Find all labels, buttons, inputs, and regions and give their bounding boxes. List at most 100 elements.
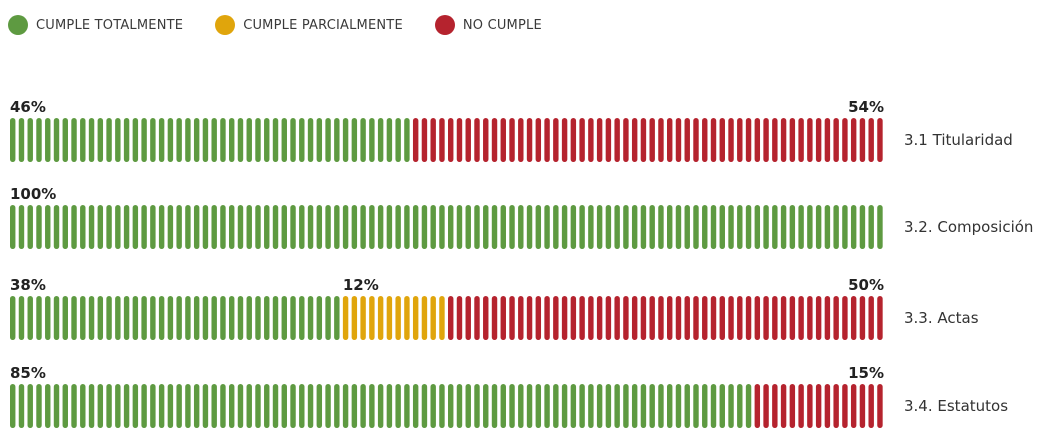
bar-unit	[439, 384, 445, 428]
bar-unit	[737, 118, 743, 162]
bar-unit	[123, 384, 130, 428]
bar-unit	[824, 205, 831, 249]
bar-unit	[500, 296, 506, 340]
bar-unit	[579, 384, 585, 428]
bar-unit	[185, 384, 191, 428]
bar-unit	[518, 205, 524, 249]
bar-unit	[71, 384, 77, 428]
bar-unit	[763, 296, 769, 340]
bar-unit	[675, 384, 682, 428]
bar-unit	[474, 296, 480, 340]
bar-unit	[97, 296, 104, 340]
bar-unit	[404, 384, 410, 428]
bar-unit	[412, 118, 419, 162]
bar-unit	[115, 384, 121, 428]
bar-unit	[544, 296, 550, 340]
bar-unit	[123, 118, 130, 162]
bar-unit	[307, 384, 314, 428]
legend: CUMPLE TOTALMENTE CUMPLE PARCIALMENTE NO…	[8, 14, 574, 36]
bar-unit	[780, 384, 787, 428]
bar-unit	[264, 296, 270, 340]
bar-unit	[631, 118, 638, 162]
bar-unit	[640, 205, 647, 249]
bar-unit	[702, 118, 708, 162]
bar-unit	[675, 205, 682, 249]
legend-swatch-red	[434, 15, 455, 35]
bar-unit	[693, 118, 699, 162]
bar-unit	[640, 118, 647, 162]
bar-unit	[237, 118, 244, 162]
bar-unit	[272, 205, 279, 249]
bar-unit	[614, 296, 620, 340]
bar-unit	[579, 205, 585, 249]
bar-unit	[710, 384, 717, 428]
bar-unit	[877, 296, 883, 340]
bar-unit	[658, 384, 664, 428]
bar-unit	[850, 205, 857, 249]
bar-unit	[798, 296, 804, 340]
bar-unit	[229, 384, 235, 428]
bar-unit	[281, 118, 287, 162]
bar-unit	[255, 205, 261, 249]
bar-unit	[430, 205, 436, 249]
bar-unit	[45, 384, 51, 428]
bar-unit	[45, 205, 51, 249]
bar-unit	[702, 384, 708, 428]
bar-unit	[106, 296, 112, 340]
bar-unit	[404, 118, 410, 162]
bar-unit	[483, 296, 489, 340]
bar-unit	[588, 118, 594, 162]
bar-unit	[509, 296, 515, 340]
bar-unit	[202, 296, 209, 340]
bar-unit	[439, 296, 445, 340]
bar-unit	[465, 205, 471, 249]
bar-unit	[649, 384, 655, 428]
bar-unit	[299, 296, 305, 340]
bar-unit	[18, 205, 25, 249]
bar-unit	[88, 296, 95, 340]
bar-unit	[439, 118, 445, 162]
bar-unit	[386, 384, 393, 428]
bar-unit	[167, 205, 174, 249]
legend-item-cumple-totalmente: CUMPLE TOTALMENTE	[8, 15, 183, 35]
bar-unit	[36, 118, 42, 162]
bar-unit	[526, 384, 533, 428]
bar-unit	[115, 205, 121, 249]
bar-unit	[316, 118, 323, 162]
bar-unit	[141, 384, 147, 428]
bar-unit	[448, 296, 454, 340]
chart-row: 38% 12% 50% 3.3. Actas	[10, 276, 979, 340]
bar-unit	[859, 384, 866, 428]
bar-unit	[141, 118, 147, 162]
row-label: 3.3. Actas	[904, 309, 979, 327]
bar-unit	[193, 296, 200, 340]
bar-unit	[859, 118, 866, 162]
bar-unit	[474, 205, 480, 249]
bar-unit	[763, 384, 769, 428]
bar-unit	[553, 296, 559, 340]
bar-unit	[132, 118, 139, 162]
data-label: 85%	[10, 364, 46, 382]
bar-unit	[500, 384, 506, 428]
bar-unit	[281, 384, 287, 428]
bar-unit	[264, 118, 270, 162]
bar-unit	[10, 118, 16, 162]
bar-unit	[334, 296, 340, 340]
bar-unit	[307, 296, 314, 340]
bar-unit	[53, 296, 60, 340]
bar-unit	[553, 384, 559, 428]
bar-unit	[649, 205, 655, 249]
bar-unit	[649, 118, 655, 162]
bar-unit	[53, 384, 60, 428]
bar-unit	[737, 205, 743, 249]
bar-unit	[193, 118, 200, 162]
bar-unit	[158, 296, 165, 340]
bar-unit	[342, 205, 349, 249]
bar-unit	[623, 296, 629, 340]
bar-unit	[27, 296, 33, 340]
bar-unit	[859, 205, 866, 249]
bar-unit	[150, 118, 156, 162]
bar-unit	[27, 118, 33, 162]
bar-unit	[255, 384, 261, 428]
bar-unit	[807, 384, 813, 428]
